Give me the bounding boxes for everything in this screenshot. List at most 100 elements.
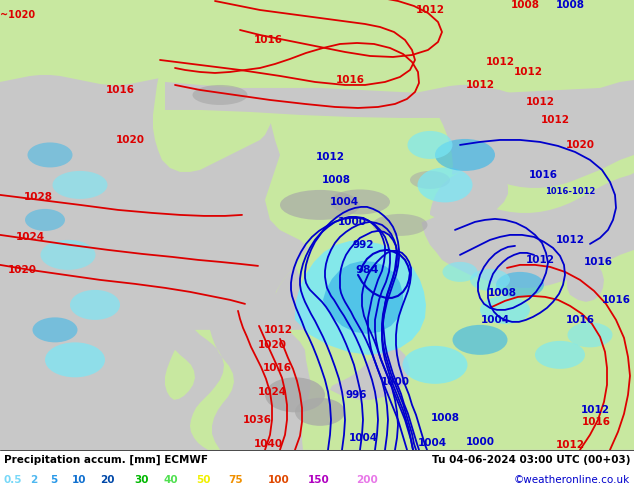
Polygon shape	[200, 0, 420, 255]
Ellipse shape	[27, 143, 72, 168]
Text: ~1020: ~1020	[1, 10, 36, 20]
Polygon shape	[360, 315, 440, 450]
Text: 1012: 1012	[316, 152, 344, 162]
Ellipse shape	[535, 341, 585, 369]
Text: 1016: 1016	[583, 257, 612, 267]
Text: 1008: 1008	[555, 0, 585, 10]
Text: 100: 100	[268, 475, 290, 485]
Ellipse shape	[480, 296, 530, 324]
Text: 1020: 1020	[566, 140, 595, 150]
Text: 1020: 1020	[8, 265, 37, 275]
Text: 1008: 1008	[430, 413, 460, 423]
Polygon shape	[430, 167, 508, 222]
Ellipse shape	[280, 190, 360, 220]
Text: 1012: 1012	[555, 235, 585, 245]
Text: 1028: 1028	[23, 192, 53, 202]
Text: 1012: 1012	[526, 255, 555, 265]
Ellipse shape	[453, 325, 507, 355]
Text: 1004: 1004	[481, 315, 510, 325]
Polygon shape	[272, 102, 453, 255]
Ellipse shape	[295, 398, 345, 426]
Ellipse shape	[70, 290, 120, 320]
Text: 1008: 1008	[488, 288, 517, 298]
Ellipse shape	[435, 139, 495, 171]
Polygon shape	[305, 305, 362, 450]
Text: 1024: 1024	[257, 387, 287, 397]
Text: 150: 150	[308, 475, 330, 485]
Text: 992: 992	[353, 240, 374, 250]
Polygon shape	[165, 350, 195, 400]
Text: 10: 10	[72, 475, 86, 485]
Text: 5: 5	[50, 475, 57, 485]
Polygon shape	[210, 265, 310, 335]
Text: Tu 04-06-2024 03:00 UTC (00+03): Tu 04-06-2024 03:00 UTC (00+03)	[432, 455, 630, 465]
Text: 1012: 1012	[415, 5, 444, 15]
Text: 75: 75	[228, 475, 243, 485]
Text: 1012: 1012	[514, 67, 543, 77]
Polygon shape	[448, 155, 634, 213]
Ellipse shape	[41, 240, 96, 270]
Text: ©weatheronline.co.uk: ©weatheronline.co.uk	[514, 475, 630, 485]
Text: 1000: 1000	[337, 217, 366, 227]
Text: 1016: 1016	[602, 295, 630, 305]
Text: 0.5: 0.5	[4, 475, 22, 485]
Text: 1012: 1012	[581, 405, 609, 415]
Text: 1012: 1012	[526, 97, 555, 107]
Polygon shape	[190, 330, 234, 450]
Text: 200: 200	[356, 475, 378, 485]
Text: 1016: 1016	[105, 85, 134, 95]
Polygon shape	[153, 0, 285, 172]
Text: 40: 40	[164, 475, 179, 485]
Text: 2: 2	[30, 475, 37, 485]
Ellipse shape	[408, 131, 453, 159]
Polygon shape	[275, 86, 634, 450]
Ellipse shape	[567, 322, 612, 347]
Ellipse shape	[25, 209, 65, 231]
Ellipse shape	[403, 346, 467, 384]
Text: 1012: 1012	[555, 440, 585, 450]
Text: 1012: 1012	[264, 325, 292, 335]
Polygon shape	[340, 155, 393, 228]
Polygon shape	[567, 258, 604, 302]
Ellipse shape	[53, 171, 108, 199]
Text: 30: 30	[134, 475, 148, 485]
Ellipse shape	[443, 262, 477, 282]
Polygon shape	[295, 140, 332, 214]
Text: 1016: 1016	[529, 170, 557, 180]
Ellipse shape	[330, 190, 390, 215]
Text: 1012: 1012	[541, 115, 569, 125]
Text: 1004: 1004	[417, 438, 446, 448]
Text: 1024: 1024	[15, 232, 44, 242]
Text: 1020: 1020	[115, 135, 145, 145]
Text: 20: 20	[100, 475, 115, 485]
Text: 1016: 1016	[566, 315, 595, 325]
Text: 1040: 1040	[254, 439, 283, 449]
Polygon shape	[365, 312, 420, 450]
Text: 1016-1012: 1016-1012	[545, 187, 595, 196]
Ellipse shape	[373, 214, 427, 236]
Text: 996: 996	[346, 390, 366, 400]
Text: 1016: 1016	[581, 417, 611, 427]
Text: 1000: 1000	[465, 437, 495, 447]
Polygon shape	[0, 0, 634, 100]
Text: 1008: 1008	[510, 0, 540, 10]
Text: 1016: 1016	[262, 363, 292, 373]
Text: 984: 984	[355, 265, 378, 275]
Ellipse shape	[470, 269, 510, 291]
Polygon shape	[165, 82, 634, 126]
Text: 1036: 1036	[242, 415, 271, 425]
Text: 1020: 1020	[257, 340, 287, 350]
Text: 1012: 1012	[465, 80, 495, 90]
Text: 1016: 1016	[254, 35, 283, 45]
Ellipse shape	[418, 168, 472, 202]
Text: 1004: 1004	[330, 197, 359, 207]
Ellipse shape	[193, 85, 247, 105]
Text: 1012: 1012	[486, 57, 515, 67]
Text: 1004: 1004	[349, 433, 378, 443]
Ellipse shape	[45, 343, 105, 377]
Ellipse shape	[496, 272, 544, 298]
Polygon shape	[310, 160, 344, 218]
Text: 1016: 1016	[335, 75, 365, 85]
Polygon shape	[330, 346, 410, 400]
Ellipse shape	[410, 171, 450, 189]
